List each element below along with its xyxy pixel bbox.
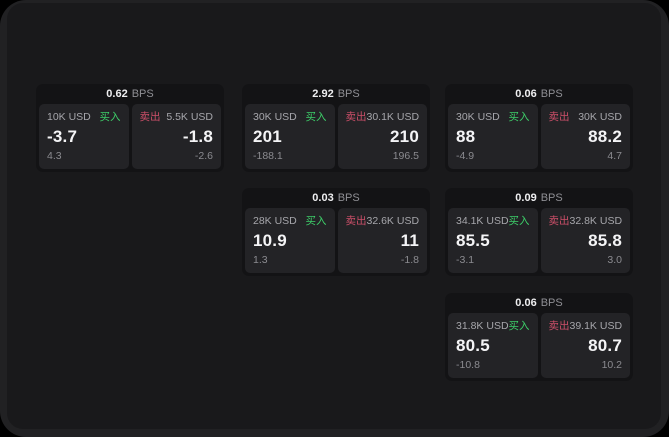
- buy-price: 10.9: [253, 231, 287, 250]
- sell-price: 88.2: [588, 127, 622, 146]
- buy-delta: 1.3: [253, 254, 268, 266]
- quote-card: 0.06 BPS 31.8K USD 买入 80.5 -10.8 卖出 39.1…: [445, 293, 633, 381]
- bps-header: 0.09 BPS: [445, 188, 633, 208]
- sell-pane[interactable]: 卖出 32.8K USD 85.8 3.0: [540, 208, 630, 273]
- buy-price: 85.5: [456, 231, 490, 250]
- sell-side-label: 卖出: [548, 320, 570, 332]
- buy-side-label: 买入: [508, 320, 530, 332]
- sell-size: 5.5K USD: [166, 111, 213, 123]
- quote-card: 0.06 BPS 30K USD 买入 88 -4.9 卖出 30K USD 8…: [445, 84, 633, 172]
- bps-value: 0.06: [515, 297, 537, 309]
- sell-pane[interactable]: 卖出 39.1K USD 80.7 10.2: [540, 313, 630, 378]
- buy-size: 34.1K USD: [456, 215, 509, 227]
- bps-value: 2.92: [312, 88, 334, 100]
- bps-header: 2.92 BPS: [242, 84, 430, 104]
- sell-pane[interactable]: 卖出 30K USD 88.2 4.7: [540, 104, 630, 169]
- buy-size: 31.8K USD: [456, 320, 509, 332]
- buy-size: 30K USD: [456, 111, 500, 123]
- sell-size: 30.1K USD: [366, 111, 420, 123]
- buy-size: 10K USD: [47, 111, 91, 123]
- bps-header: 0.03 BPS: [242, 188, 430, 208]
- buy-price: 80.5: [456, 336, 490, 355]
- sell-delta: 3.0: [607, 254, 622, 266]
- sell-size: 32.8K USD: [569, 215, 623, 227]
- bps-value: 0.09: [515, 192, 537, 204]
- sell-delta: 196.5: [392, 150, 419, 162]
- buy-pane[interactable]: 34.1K USD 买入 85.5 -3.1: [448, 208, 538, 273]
- buy-delta: -188.1: [253, 150, 283, 162]
- buy-price: 88: [456, 127, 476, 146]
- quote-card: 2.92 BPS 30K USD 买入 201 -188.1 卖出 30.1K …: [242, 84, 430, 172]
- buy-delta: -3.1: [456, 254, 475, 266]
- sell-price: -1.8: [182, 127, 213, 146]
- bps-unit-label: BPS: [337, 192, 360, 204]
- buy-delta: 4.3: [47, 150, 62, 162]
- sell-side-label: 卖出: [548, 111, 570, 123]
- sell-side-label: 卖出: [139, 111, 161, 123]
- bps-unit-label: BPS: [131, 88, 154, 100]
- bps-header: 0.06 BPS: [445, 84, 633, 104]
- bps-value: 0.03: [312, 192, 334, 204]
- sell-delta: -2.6: [194, 150, 213, 162]
- bps-value: 0.06: [515, 88, 537, 100]
- quote-card: 0.09 BPS 34.1K USD 买入 85.5 -3.1 卖出 32.8K…: [445, 188, 633, 276]
- sell-pane[interactable]: 卖出 5.5K USD -1.8 -2.6: [131, 104, 221, 169]
- buy-size: 28K USD: [253, 215, 297, 227]
- bps-header: 0.06 BPS: [445, 293, 633, 313]
- sell-price: 11: [400, 231, 419, 250]
- bps-unit-label: BPS: [337, 88, 360, 100]
- buy-delta: -10.8: [456, 359, 480, 371]
- sell-pane[interactable]: 卖出 30.1K USD 210 196.5: [337, 104, 427, 169]
- sell-price: 80.7: [588, 336, 622, 355]
- sell-delta: 4.7: [607, 150, 622, 162]
- sell-pane[interactable]: 卖出 32.6K USD 11 -1.8: [337, 208, 427, 273]
- buy-size: 30K USD: [253, 111, 297, 123]
- buy-side-label: 买入: [508, 215, 530, 227]
- sell-price: 210: [390, 127, 419, 146]
- buy-pane[interactable]: 28K USD 买入 10.9 1.3: [245, 208, 335, 273]
- sell-size: 39.1K USD: [569, 320, 623, 332]
- bps-value: 0.62: [106, 88, 128, 100]
- buy-delta: -4.9: [456, 150, 475, 162]
- bps-unit-label: BPS: [540, 297, 563, 309]
- bps-header: 0.62 BPS: [36, 84, 224, 104]
- buy-side-label: 买入: [508, 111, 530, 123]
- buy-side-label: 买入: [305, 111, 327, 123]
- bps-unit-label: BPS: [540, 88, 563, 100]
- sell-size: 32.6K USD: [366, 215, 420, 227]
- sell-price: 85.8: [588, 231, 622, 250]
- sell-delta: -1.8: [400, 254, 419, 266]
- quote-card: 0.62 BPS 10K USD 买入 -3.7 4.3 卖出 5.5K USD…: [36, 84, 224, 172]
- buy-price: 201: [253, 127, 282, 146]
- sell-side-label: 卖出: [345, 111, 367, 123]
- sell-delta: 10.2: [601, 359, 622, 371]
- buy-pane[interactable]: 30K USD 买入 201 -188.1: [245, 104, 335, 169]
- bps-unit-label: BPS: [540, 192, 563, 204]
- buy-price: -3.7: [47, 127, 78, 146]
- quote-card: 0.03 BPS 28K USD 买入 10.9 1.3 卖出 32.6K US…: [242, 188, 430, 276]
- buy-pane[interactable]: 31.8K USD 买入 80.5 -10.8: [448, 313, 538, 378]
- sell-size: 30K USD: [578, 111, 622, 123]
- sell-side-label: 卖出: [548, 215, 570, 227]
- buy-side-label: 买入: [305, 215, 327, 227]
- buy-side-label: 买入: [99, 111, 121, 123]
- buy-pane[interactable]: 10K USD 买入 -3.7 4.3: [39, 104, 129, 169]
- buy-pane[interactable]: 30K USD 买入 88 -4.9: [448, 104, 538, 169]
- sell-side-label: 卖出: [345, 215, 367, 227]
